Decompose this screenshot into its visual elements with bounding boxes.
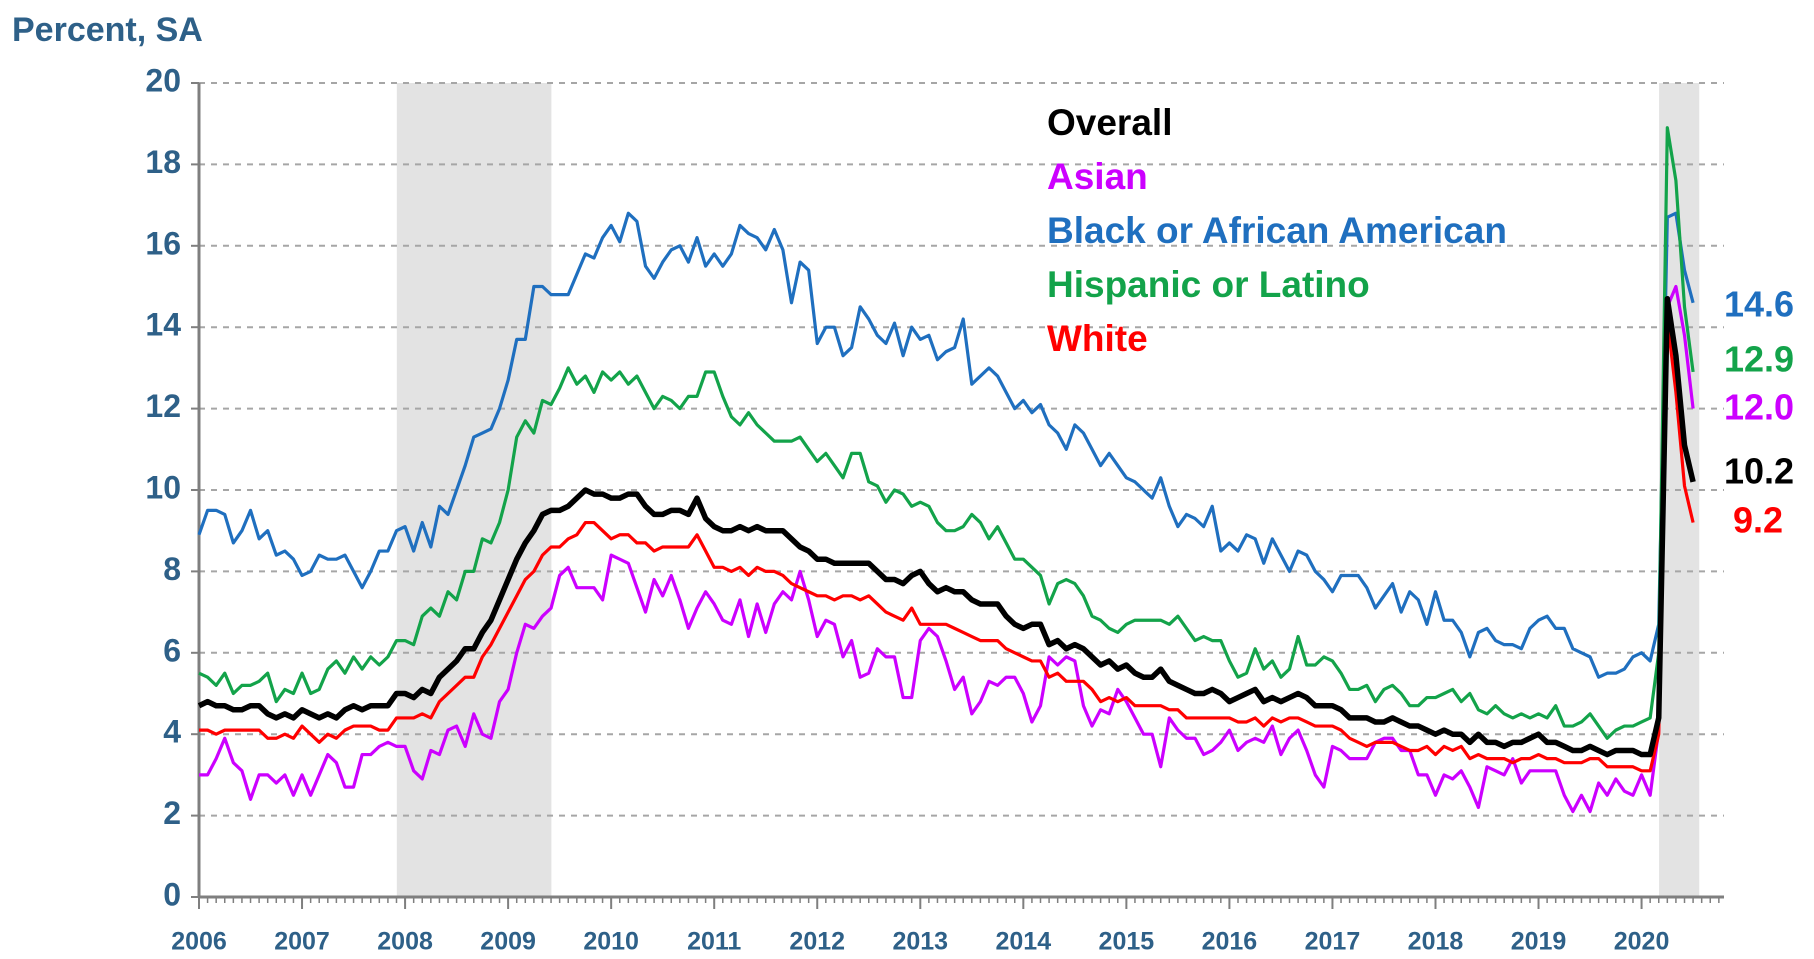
end-label: 9.2 xyxy=(1733,500,1783,541)
series-line xyxy=(199,284,1695,814)
end-label: 10.2 xyxy=(1724,451,1794,492)
y-tick-label: 2 xyxy=(163,795,181,831)
x-tick-label: 2007 xyxy=(274,928,330,956)
y-tick-label: 14 xyxy=(145,307,181,343)
x-tick-label: 2016 xyxy=(1202,928,1258,956)
x-tick-label: 2018 xyxy=(1408,928,1464,956)
series-line xyxy=(197,211,1695,679)
x-tick-label: 2010 xyxy=(583,928,639,956)
series-line xyxy=(199,317,1695,773)
y-tick-label: 12 xyxy=(145,388,181,424)
x-tick-label: 2011 xyxy=(687,928,741,956)
x-tick-label: 2015 xyxy=(1099,928,1155,956)
axis-title: Percent, SA xyxy=(12,11,203,49)
legend-entry: Hispanic or Latino xyxy=(1047,264,1370,305)
x-tick-label: 2017 xyxy=(1305,928,1361,956)
y-tick-label: 20 xyxy=(145,62,181,98)
y-tick-label: 10 xyxy=(145,469,181,505)
x-tick-label: 2009 xyxy=(480,928,536,956)
series-line xyxy=(197,295,1696,758)
x-tick-label: 2013 xyxy=(892,928,948,956)
x-tick-label: 2014 xyxy=(996,928,1052,956)
legend-entry: Black or African American xyxy=(1047,210,1507,251)
x-tick-label: 2012 xyxy=(789,928,845,956)
x-tick-label: 2008 xyxy=(377,928,433,956)
x-tick-label: 2006 xyxy=(171,928,227,956)
legend-entry: White xyxy=(1047,318,1148,359)
legend-entry: Overall xyxy=(1047,102,1172,143)
y-tick-label: 4 xyxy=(163,714,181,750)
y-tick-label: 18 xyxy=(145,144,181,180)
y-tick-label: 16 xyxy=(145,225,181,261)
end-label: 14.6 xyxy=(1724,284,1794,325)
y-tick-label: 6 xyxy=(163,632,181,668)
end-label: 12.0 xyxy=(1724,387,1794,428)
end-label: 12.9 xyxy=(1724,339,1794,380)
x-tick-label: 2019 xyxy=(1511,928,1567,956)
x-tick-label: 2020 xyxy=(1614,928,1670,956)
series-line xyxy=(198,126,1695,740)
y-tick-label: 0 xyxy=(163,876,181,912)
legend-entry: Asian xyxy=(1047,156,1148,197)
y-tick-label: 8 xyxy=(163,551,181,587)
